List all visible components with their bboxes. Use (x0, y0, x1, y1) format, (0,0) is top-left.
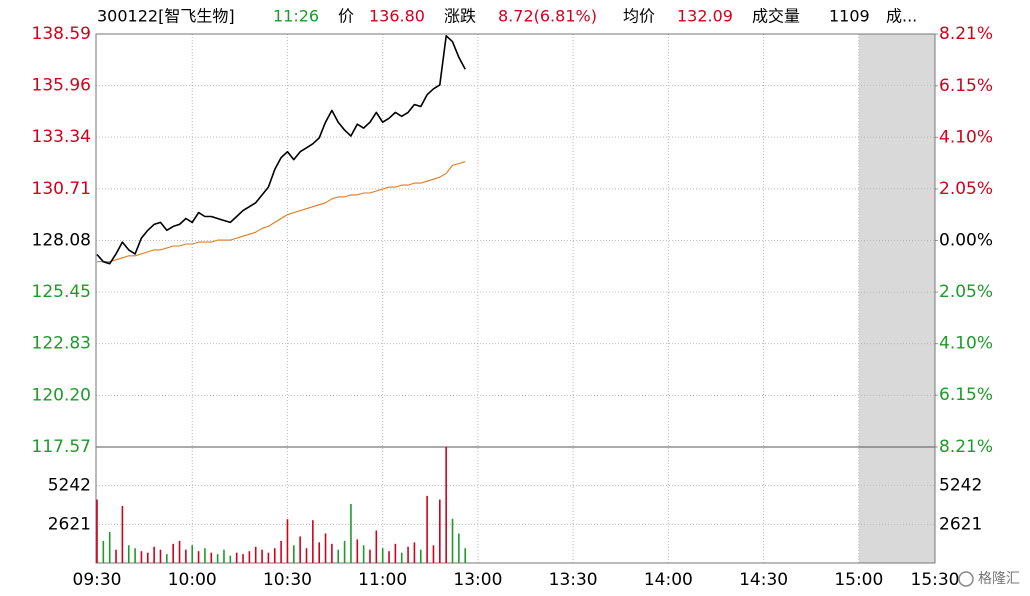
plot-frame (95, 33, 936, 564)
y2-tick-label: 8.21% (939, 437, 993, 457)
y2-tick-label: 8.21% (939, 24, 993, 44)
volume-tick-label: 5242 (48, 476, 91, 496)
price-line (96, 35, 466, 265)
y-tick-label: 117.57 (32, 437, 91, 457)
x-tick-label: 14:30 (739, 570, 788, 590)
y-tick-label: 133.34 (32, 127, 91, 147)
header-item: 136.80 (369, 7, 425, 26)
header-item: 成交量 (752, 7, 800, 26)
y2-tick-label: 6.15% (939, 385, 993, 405)
y2-tick-label: 2.05% (939, 282, 993, 302)
header-item: 均价 (623, 7, 655, 26)
x-tick-label: 15:00 (834, 570, 883, 590)
x-tick-label: 11:00 (358, 570, 407, 590)
x-tick-label: 10:30 (263, 570, 312, 590)
header-item: 132.09 (677, 7, 733, 26)
watermark-icon (958, 571, 974, 587)
volume-tick-label-right: 5242 (939, 476, 982, 496)
watermark-text: 格隆汇 (978, 571, 1020, 587)
watermark: 格隆汇 (958, 571, 1020, 587)
average-line (97, 161, 466, 263)
header-item: 1109 (829, 7, 870, 26)
y-tick-label: 120.20 (32, 385, 91, 405)
x-tick-label: 14:00 (644, 570, 693, 590)
header-item: 8.72(6.81%) (498, 7, 597, 26)
header-item: 涨跌 (444, 7, 476, 26)
y2-tick-label: 0.00% (939, 231, 993, 251)
volume-tick-label-right: 2621 (939, 514, 982, 534)
header-item: 300122[智飞生物] (97, 7, 235, 26)
y2-tick-label: 4.10% (939, 334, 993, 354)
y2-tick-label: 4.10% (939, 127, 993, 147)
y2-tick-label: 6.15% (939, 76, 993, 96)
x-tick-label: 15:30 (911, 570, 960, 590)
x-tick-label: 10:00 (168, 570, 217, 590)
x-tick-label: 13:30 (549, 570, 598, 590)
y-tick-label: 138.59 (32, 24, 91, 44)
y-tick-label: 135.96 (32, 76, 91, 96)
y2-tick-label: 2.05% (939, 179, 993, 199)
volume-tick-label: 2621 (48, 514, 91, 534)
header: 300122[智飞生物] 11:26 价 136.80 涨跌 8.72(6.81%) 均价 1… (97, 7, 917, 26)
y-tick-label: 130.71 (32, 179, 91, 199)
y-tick-label: 128.08 (32, 231, 91, 251)
header-item: 成... (886, 7, 917, 26)
x-tick-label: 13:00 (453, 570, 502, 590)
closed-session (858, 34, 935, 563)
y-tick-label: 122.83 (32, 334, 91, 354)
header-item: 价 (338, 7, 354, 26)
header-item: 11:26 (273, 7, 319, 26)
y-tick-label: 125.45 (32, 282, 91, 302)
x-tick-label: 09:30 (73, 570, 122, 590)
